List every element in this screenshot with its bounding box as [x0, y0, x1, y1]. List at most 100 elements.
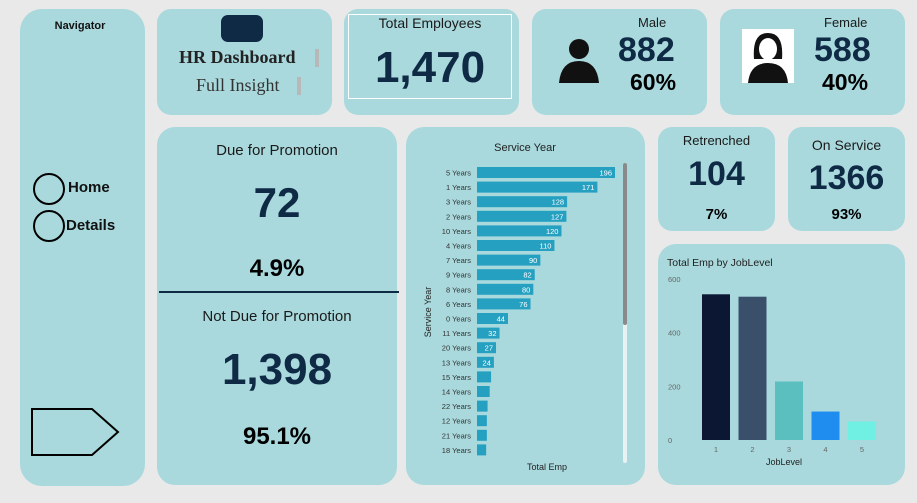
service-year-data-label: 110: [539, 242, 551, 251]
service-year-tick-label: 20 Years: [442, 344, 471, 353]
service-year-tick-label: 15 Years: [442, 373, 471, 382]
logo-icon: [221, 15, 263, 42]
female-label: Female: [824, 15, 868, 30]
retrenched-value: 104: [688, 155, 745, 193]
male-label: Male: [638, 15, 667, 30]
service-year-bar[interactable]: [477, 429, 487, 441]
joblevel-bar[interactable]: [848, 421, 876, 440]
service-year-bar[interactable]: [477, 386, 490, 397]
service-year-data-label: 127: [551, 212, 564, 221]
not-due-promotion-value: 1,398: [221, 345, 333, 394]
service-year-bar[interactable]: [477, 371, 492, 383]
joblevel-ytick-label: 400: [668, 329, 681, 338]
retrenched-percent: 7%: [705, 206, 728, 223]
service-year-tick-label: 11 Years: [442, 329, 471, 338]
service-chart-scrollbar-thumb[interactable]: [623, 163, 627, 325]
service-year-bar[interactable]: [477, 210, 567, 222]
due-promotion-label: Due for Promotion: [216, 142, 338, 159]
service-year-bar[interactable]: [477, 342, 497, 354]
home-radio[interactable]: [33, 173, 65, 205]
service-year-bar[interactable]: [477, 298, 531, 310]
on-service-value: 1366: [808, 159, 885, 197]
on-service-card: On Service 1366 93%: [788, 127, 905, 231]
service-year-data-label: 27: [485, 344, 493, 353]
service-year-data-label: 171: [582, 183, 595, 192]
female-value: 588: [814, 31, 871, 69]
service-year-bar[interactable]: [477, 196, 568, 208]
service-year-tick-label: 1 Years: [446, 183, 471, 192]
joblevel-bar[interactable]: [811, 411, 840, 440]
service-year-data-label: 24: [483, 358, 491, 367]
service-year-bar[interactable]: [477, 269, 535, 281]
service-year-bar[interactable]: [477, 240, 555, 251]
female-card: Female 588 40%: [720, 9, 905, 115]
joblevel-bar[interactable]: [738, 296, 767, 440]
joblevel-ytick-label: 200: [668, 382, 681, 391]
details-link[interactable]: Details: [66, 217, 116, 234]
joblevel-bar[interactable]: [702, 294, 730, 440]
service-year-tick-label: 0 Years: [446, 315, 471, 324]
on-service-label: On Service: [811, 137, 882, 153]
service-year-data-label: 32: [488, 329, 496, 338]
dashboard-subtitle: Full Insight: [196, 75, 280, 95]
joblevel-chart-xlabel: JobLevel: [766, 457, 802, 467]
service-year-tick-label: 14 Years: [442, 388, 471, 397]
service-year-bar[interactable]: [477, 283, 534, 295]
service-chart-title: Service Year: [494, 142, 556, 154]
service-chart-ylabel: Service Year: [423, 287, 433, 338]
promotion-divider: [159, 291, 399, 293]
service-year-tick-label: 8 Years: [446, 285, 471, 294]
navigator-title: Navigator: [54, 20, 106, 32]
service-year-tick-label: 7 Years: [446, 256, 471, 265]
service-year-bar[interactable]: [477, 415, 487, 427]
joblevel-ytick-label: 600: [668, 275, 681, 284]
service-chart-xlabel: Total Emp: [527, 462, 567, 472]
retrenched-card: Retrenched 104 7%: [658, 127, 775, 231]
joblevel-xtick-label: 2: [750, 445, 754, 454]
retrenched-label: Retrenched: [682, 133, 751, 148]
arrow-right-icon[interactable]: [30, 407, 122, 457]
not-due-promotion-percent: 95.1%: [242, 423, 312, 450]
female-percent: 40%: [822, 69, 869, 95]
joblevel-xtick-label: 5: [860, 445, 864, 454]
home-link[interactable]: Home: [68, 179, 110, 196]
service-year-bar[interactable]: [477, 356, 494, 368]
service-year-tick-label: 5 Years: [446, 169, 471, 178]
female-person-icon: [742, 29, 794, 83]
service-year-tick-label: 22 Years: [442, 402, 471, 411]
service-year-tick-label: 10 Years: [442, 227, 471, 236]
service-year-bar[interactable]: [477, 254, 541, 266]
service-year-data-label: 128: [552, 198, 565, 207]
service-year-tick-label: 3 Years: [446, 198, 471, 207]
dashboard-title-divider: [315, 49, 319, 67]
service-year-chart: Service Year Service Year Total Emp 5 Years…: [423, 142, 627, 472]
service-year-data-label: 76: [519, 300, 527, 309]
service-year-bar[interactable]: [477, 400, 488, 412]
service-year-bar[interactable]: [477, 225, 562, 237]
service-year-data-label: 90: [529, 256, 537, 265]
joblevel-bar[interactable]: [775, 381, 803, 440]
service-year-data-label: 196: [599, 169, 612, 178]
due-promotion-percent: 4.9%: [249, 255, 305, 282]
service-year-data-label: 44: [497, 315, 505, 324]
service-year-bar[interactable]: [477, 181, 598, 193]
total-employees-label: Total Employees: [378, 15, 482, 31]
service-year-bar[interactable]: [477, 444, 487, 456]
service-year-bar[interactable]: [477, 167, 615, 178]
joblevel-ytick-label: 0: [668, 436, 672, 445]
on-service-percent: 93%: [831, 206, 862, 223]
service-year-data-label: 82: [523, 271, 531, 280]
brand-card: HR Dashboard Full Insight: [157, 9, 332, 115]
dashboard-title: HR Dashboard: [179, 47, 296, 67]
joblevel-chart: Total Emp by JobLevel 0 200 400 600 1 2 3 4 5 JobL…: [667, 257, 876, 467]
joblevel-chart-card: Total Emp by JobLevel 0 200 400 600 1 2 3 4 5 JobL…: [658, 244, 905, 485]
service-year-bar[interactable]: [477, 327, 500, 339]
dashboard-subtitle-divider: [297, 77, 301, 95]
male-value: 882: [618, 31, 675, 69]
details-radio[interactable]: [33, 210, 65, 242]
service-year-bar[interactable]: [477, 313, 508, 324]
service-year-tick-label: 9 Years: [446, 271, 471, 280]
total-employees-card: Total Employees 1,470: [344, 9, 519, 115]
service-year-tick-label: 6 Years: [446, 300, 471, 309]
service-year-tick-label: 4 Years: [446, 242, 471, 251]
